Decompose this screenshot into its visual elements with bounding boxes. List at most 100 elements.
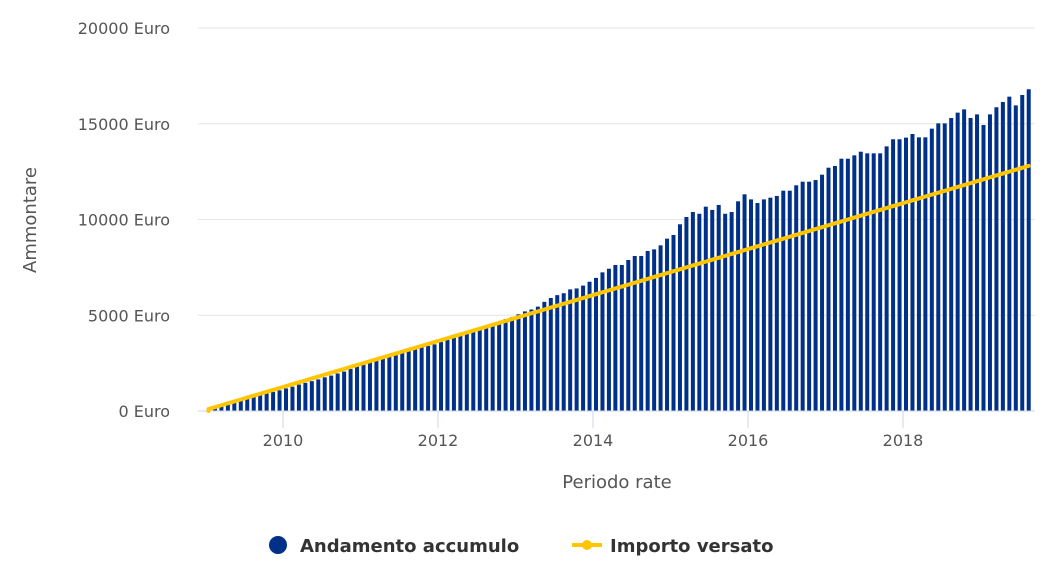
bar[interactable]: [768, 197, 773, 411]
bar[interactable]: [742, 194, 747, 411]
bar[interactable]: [916, 137, 921, 411]
bar[interactable]: [1020, 95, 1025, 412]
bar[interactable]: [432, 344, 437, 411]
bar[interactable]: [380, 357, 385, 411]
bar[interactable]: [749, 199, 753, 411]
bar[interactable]: [555, 295, 560, 411]
bar[interactable]: [652, 249, 657, 411]
bar[interactable]: [510, 317, 515, 411]
bar[interactable]: [367, 362, 372, 411]
bar[interactable]: [439, 342, 443, 411]
bar[interactable]: [807, 181, 812, 411]
bar[interactable]: [723, 213, 728, 411]
bar[interactable]: [632, 255, 637, 411]
bar[interactable]: [845, 158, 850, 411]
bar[interactable]: [929, 128, 934, 412]
bar[interactable]: [342, 371, 347, 411]
bar[interactable]: [936, 123, 941, 411]
bar[interactable]: [529, 309, 534, 411]
bar[interactable]: [484, 325, 489, 411]
bar[interactable]: [322, 377, 327, 411]
bar[interactable]: [671, 235, 676, 411]
bar[interactable]: [284, 388, 288, 411]
line-series-importo-versato[interactable]: [206, 163, 1031, 413]
bar[interactable]: [684, 217, 689, 411]
bar[interactable]: [658, 245, 663, 411]
legend-item-andamento-accumulo[interactable]: Andamento accumulo: [269, 536, 519, 557]
bar[interactable]: [348, 368, 353, 411]
bar[interactable]: [503, 319, 508, 411]
bar[interactable]: [264, 393, 269, 411]
bar[interactable]: [904, 137, 908, 412]
bar[interactable]: [464, 332, 469, 411]
bar[interactable]: [703, 206, 708, 411]
bar[interactable]: [471, 329, 476, 411]
bar[interactable]: [729, 212, 734, 411]
bar[interactable]: [626, 260, 631, 411]
bar[interactable]: [697, 213, 702, 411]
bar[interactable]: [490, 323, 495, 411]
bar[interactable]: [245, 398, 250, 411]
bar[interactable]: [774, 195, 779, 411]
bar[interactable]: [826, 167, 831, 411]
bar[interactable]: [761, 199, 766, 411]
bar[interactable]: [374, 360, 379, 411]
bar[interactable]: [406, 351, 411, 411]
bar[interactable]: [910, 133, 915, 412]
bar[interactable]: [535, 306, 540, 411]
bar[interactable]: [619, 264, 624, 411]
bar[interactable]: [277, 390, 282, 411]
bar[interactable]: [665, 238, 670, 411]
bar[interactable]: [677, 224, 682, 411]
bar[interactable]: [1026, 89, 1031, 411]
bar[interactable]: [251, 396, 256, 411]
bar[interactable]: [497, 321, 502, 411]
bar[interactable]: [884, 146, 889, 412]
bar[interactable]: [987, 114, 992, 411]
bar[interactable]: [606, 268, 611, 411]
bar[interactable]: [335, 373, 340, 411]
bar[interactable]: [316, 379, 321, 411]
bar[interactable]: [871, 153, 876, 412]
bar[interactable]: [309, 381, 314, 411]
bar[interactable]: [613, 264, 618, 411]
bar-series-andamento-accumulo[interactable]: [206, 89, 1031, 412]
bar[interactable]: [387, 355, 392, 411]
bar[interactable]: [355, 366, 360, 411]
bar[interactable]: [710, 209, 715, 411]
bar[interactable]: [296, 384, 301, 411]
bar[interactable]: [962, 109, 967, 411]
bar[interactable]: [568, 289, 573, 411]
bar[interactable]: [813, 180, 818, 411]
bar[interactable]: [445, 339, 450, 411]
bar[interactable]: [852, 155, 857, 411]
bar[interactable]: [600, 272, 605, 411]
bar[interactable]: [955, 112, 960, 411]
bar[interactable]: [865, 153, 870, 412]
bar[interactable]: [329, 375, 334, 411]
bar[interactable]: [968, 118, 973, 411]
legend-item-importo-versato[interactable]: Importo versato: [572, 536, 773, 557]
bar[interactable]: [639, 255, 644, 411]
bar[interactable]: [736, 201, 741, 411]
bar[interactable]: [581, 285, 586, 411]
bar[interactable]: [891, 139, 896, 411]
bar[interactable]: [400, 352, 405, 411]
bar[interactable]: [238, 400, 243, 411]
bar[interactable]: [755, 203, 760, 411]
bar[interactable]: [645, 251, 650, 411]
bar[interactable]: [897, 139, 902, 411]
bar[interactable]: [548, 298, 553, 411]
bar[interactable]: [419, 347, 424, 411]
bar[interactable]: [212, 407, 217, 411]
bar[interactable]: [981, 124, 986, 411]
bar[interactable]: [522, 311, 527, 411]
bar[interactable]: [1007, 96, 1012, 412]
bar[interactable]: [413, 349, 418, 411]
bar[interactable]: [942, 123, 947, 411]
bar[interactable]: [516, 314, 521, 411]
bar[interactable]: [574, 288, 579, 411]
bar[interactable]: [258, 394, 263, 411]
bar[interactable]: [1000, 102, 1005, 412]
bar[interactable]: [303, 382, 308, 411]
